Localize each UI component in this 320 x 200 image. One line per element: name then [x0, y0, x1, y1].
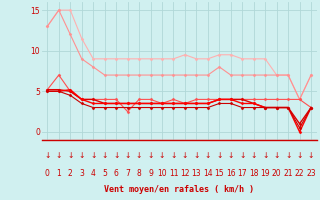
Text: 13: 13 — [192, 168, 201, 178]
Text: 1: 1 — [56, 168, 61, 178]
Text: 9: 9 — [148, 168, 153, 178]
Text: ↓: ↓ — [90, 150, 96, 160]
Text: ↓: ↓ — [193, 150, 200, 160]
Text: ↓: ↓ — [159, 150, 165, 160]
Text: 10: 10 — [157, 168, 167, 178]
Text: 5: 5 — [102, 168, 107, 178]
Text: ↓: ↓ — [251, 150, 257, 160]
Text: ↓: ↓ — [205, 150, 211, 160]
Text: 22: 22 — [295, 168, 304, 178]
Text: ↓: ↓ — [262, 150, 268, 160]
Text: Vent moyen/en rafales ( km/h ): Vent moyen/en rafales ( km/h ) — [104, 186, 254, 194]
Text: ↓: ↓ — [44, 150, 51, 160]
Text: 7: 7 — [125, 168, 130, 178]
Text: ↓: ↓ — [228, 150, 234, 160]
Text: ↓: ↓ — [308, 150, 314, 160]
Text: 16: 16 — [226, 168, 236, 178]
Text: ↓: ↓ — [136, 150, 142, 160]
Text: ↓: ↓ — [182, 150, 188, 160]
Text: 17: 17 — [237, 168, 247, 178]
Text: ↓: ↓ — [56, 150, 62, 160]
Text: 8: 8 — [137, 168, 141, 178]
Text: ↓: ↓ — [67, 150, 74, 160]
Text: 20: 20 — [272, 168, 282, 178]
Text: ↓: ↓ — [78, 150, 85, 160]
Text: 14: 14 — [203, 168, 213, 178]
Text: 15: 15 — [214, 168, 224, 178]
Text: ↓: ↓ — [170, 150, 177, 160]
Text: ↓: ↓ — [216, 150, 222, 160]
Text: 12: 12 — [180, 168, 190, 178]
Text: 0: 0 — [45, 168, 50, 178]
Text: 18: 18 — [249, 168, 259, 178]
Text: ↓: ↓ — [239, 150, 245, 160]
Text: ↓: ↓ — [274, 150, 280, 160]
Text: 11: 11 — [169, 168, 178, 178]
Text: 2: 2 — [68, 168, 73, 178]
Text: ↓: ↓ — [101, 150, 108, 160]
Text: 3: 3 — [79, 168, 84, 178]
Text: ↓: ↓ — [147, 150, 154, 160]
Text: ↓: ↓ — [285, 150, 291, 160]
Text: 21: 21 — [284, 168, 293, 178]
Text: 19: 19 — [260, 168, 270, 178]
Text: 4: 4 — [91, 168, 96, 178]
Text: 6: 6 — [114, 168, 119, 178]
Text: ↓: ↓ — [296, 150, 303, 160]
Text: ↓: ↓ — [124, 150, 131, 160]
Text: 23: 23 — [306, 168, 316, 178]
Text: ↓: ↓ — [113, 150, 119, 160]
